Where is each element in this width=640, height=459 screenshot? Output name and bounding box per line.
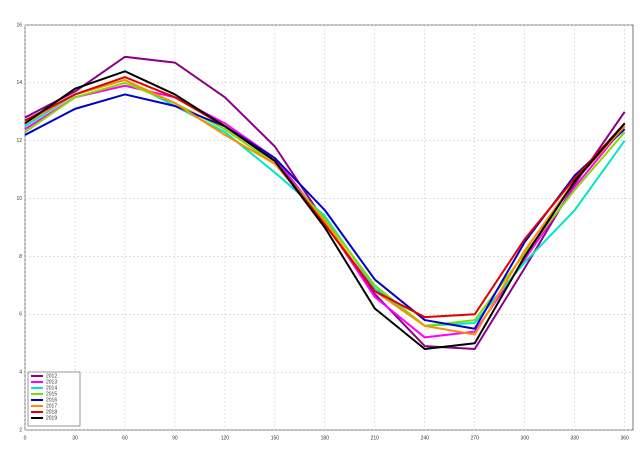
y-tick-label: 6 bbox=[19, 312, 22, 318]
legend-label: 2019 bbox=[46, 415, 57, 421]
series-line bbox=[24, 81, 626, 327]
legend-label: 2016 bbox=[46, 397, 57, 403]
x-tick-label: 60 bbox=[122, 435, 128, 441]
series-line bbox=[24, 70, 626, 350]
y-tick-label: 8 bbox=[19, 254, 22, 260]
x-tick-label: 90 bbox=[172, 435, 178, 441]
legend-label: 2015 bbox=[46, 391, 57, 397]
y-tick-label: 4 bbox=[19, 369, 22, 375]
legend-label: 2017 bbox=[46, 403, 57, 409]
x-tick-label: 300 bbox=[521, 435, 530, 441]
y-tick-label: 16 bbox=[16, 22, 22, 28]
y-tick-label: 12 bbox=[16, 138, 22, 144]
x-tick-label: 180 bbox=[321, 435, 330, 441]
legend-label: 2012 bbox=[46, 373, 57, 379]
x-tick-label: 240 bbox=[421, 435, 430, 441]
x-tick-label: 120 bbox=[221, 435, 230, 441]
x-tick-label: 270 bbox=[471, 435, 480, 441]
legend-label: 2014 bbox=[46, 385, 57, 391]
x-tick-label: 30 bbox=[72, 435, 78, 441]
x-tick-label: 360 bbox=[620, 435, 629, 441]
x-tick-label: 330 bbox=[571, 435, 580, 441]
y-tick-label: 2 bbox=[19, 427, 22, 433]
series-line bbox=[24, 78, 626, 336]
legend-label: 2013 bbox=[46, 379, 57, 385]
y-tick-label: 14 bbox=[16, 80, 22, 86]
x-tick-label: 210 bbox=[371, 435, 380, 441]
series-line bbox=[24, 93, 626, 330]
legend-label: 2018 bbox=[46, 409, 57, 415]
x-tick-label: 0 bbox=[24, 435, 27, 441]
x-tick-label: 150 bbox=[271, 435, 280, 441]
y-tick-label: 10 bbox=[16, 196, 22, 202]
series-line bbox=[24, 76, 626, 319]
